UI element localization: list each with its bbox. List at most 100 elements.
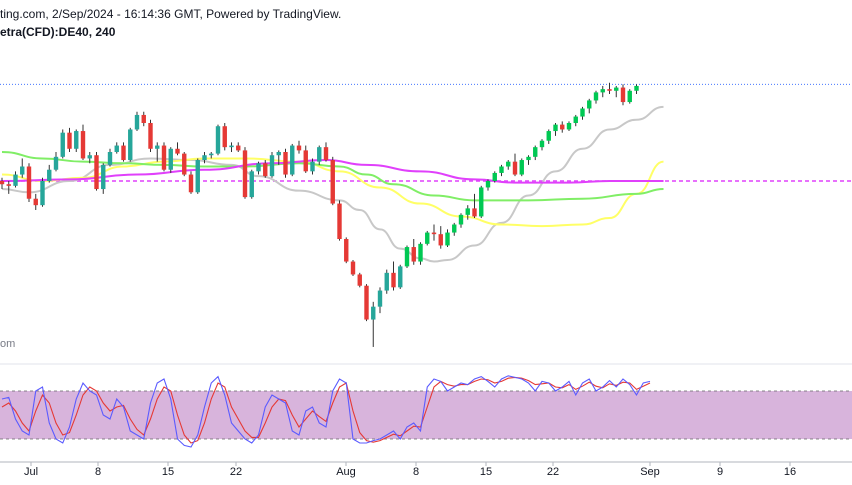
candle-body	[573, 116, 578, 123]
candle-body	[276, 152, 281, 156]
candle-body	[175, 148, 180, 154]
candle-body	[40, 181, 45, 206]
candle-body	[101, 164, 106, 190]
x-tick-label: Sep	[640, 466, 660, 478]
candle-body	[303, 150, 308, 172]
chart-attribution: ting.com, 2/Sep/2024 - 16:14:36 GMT, Pow…	[0, 7, 342, 21]
candle-body	[269, 155, 275, 177]
stoch-k-line	[1, 375, 651, 448]
candle-body	[209, 153, 214, 156]
candle-body	[94, 155, 99, 190]
candle-body	[499, 166, 504, 173]
candle-body	[242, 150, 248, 198]
candle-body	[344, 239, 349, 262]
x-tick-label: Aug	[336, 466, 356, 478]
candle-body	[620, 87, 626, 103]
candle-body	[533, 147, 538, 157]
candle-body	[384, 272, 389, 291]
x-tick-label: 8	[412, 466, 420, 478]
candle-body	[438, 234, 443, 246]
watermark: om	[0, 338, 16, 350]
candle-body	[249, 171, 254, 198]
x-tick-label: 22	[229, 466, 243, 478]
candle-body	[128, 129, 133, 161]
candle-body	[526, 156, 531, 161]
candle-body	[425, 232, 430, 244]
stochastic-pane	[0, 375, 852, 448]
candle-body	[607, 89, 612, 91]
candle-body	[47, 169, 52, 181]
candle-body	[67, 132, 72, 149]
x-tick-label: 8	[94, 466, 102, 478]
candle-body	[222, 126, 227, 148]
candle-body	[141, 114, 146, 123]
candle-body	[256, 163, 261, 172]
candle-body	[283, 152, 288, 175]
candle-body	[485, 181, 491, 188]
candle-body	[350, 261, 356, 275]
stoch-band	[0, 391, 852, 439]
candle-body	[188, 174, 194, 193]
candle-body	[593, 92, 599, 101]
x-axis	[0, 363, 852, 466]
candle-body	[0, 181, 5, 185]
candle-body	[168, 148, 173, 170]
candle-body	[452, 224, 457, 233]
candle-body	[87, 155, 92, 159]
candle-body	[6, 184, 11, 186]
candle-body	[74, 131, 79, 149]
x-tick-label: 22	[546, 466, 560, 478]
candle-body	[391, 272, 396, 288]
candle-body	[445, 232, 450, 246]
x-tick-label: 9	[716, 466, 724, 478]
candle-body	[195, 160, 200, 193]
candle-body	[161, 145, 167, 170]
candle-body	[479, 187, 484, 217]
candle-body	[458, 214, 464, 225]
candle-body	[202, 155, 207, 161]
candle-body	[107, 152, 113, 165]
candle-body	[492, 172, 497, 181]
candle-body	[182, 153, 187, 175]
candle-body	[539, 140, 545, 148]
candle-body	[371, 306, 376, 320]
candle-body	[53, 156, 59, 170]
candle-body	[33, 198, 38, 206]
candle-body	[600, 89, 605, 93]
symbol-name: etra(CFD):DE40	[0, 25, 89, 39]
candle-body	[580, 108, 585, 117]
candle-body	[519, 160, 524, 175]
x-tick-label: Jul	[23, 466, 39, 478]
candle-body	[310, 161, 315, 172]
candle-body	[553, 124, 558, 132]
candle-body	[134, 114, 140, 130]
ma-gray-line	[1, 105, 664, 263]
candle-body	[404, 247, 410, 267]
candle-body	[60, 132, 65, 157]
candle-body	[296, 145, 302, 151]
candle-body	[627, 90, 632, 103]
candle-body	[431, 232, 437, 235]
candle-body	[398, 266, 403, 288]
candle-body	[634, 85, 639, 91]
candle-body	[26, 166, 32, 199]
ma-magenta-line	[1, 159, 664, 184]
ma-yellow-line	[1, 157, 664, 228]
candle-body	[411, 247, 416, 262]
chart-symbol: etra(CFD):DE40, 240	[0, 25, 116, 39]
candle-body	[317, 147, 322, 162]
candle-body	[13, 174, 18, 186]
candle-body	[357, 274, 362, 286]
candle-body	[80, 131, 86, 159]
candle-body	[614, 87, 619, 91]
candle-body	[566, 123, 572, 130]
candle-body	[377, 290, 383, 307]
candle-body	[330, 160, 335, 204]
stoch-d-line	[1, 376, 651, 444]
candle-body	[465, 208, 470, 215]
price-pane	[0, 82, 852, 347]
candle-body	[215, 126, 221, 154]
candle-body	[121, 145, 126, 161]
candle-body	[337, 203, 342, 239]
